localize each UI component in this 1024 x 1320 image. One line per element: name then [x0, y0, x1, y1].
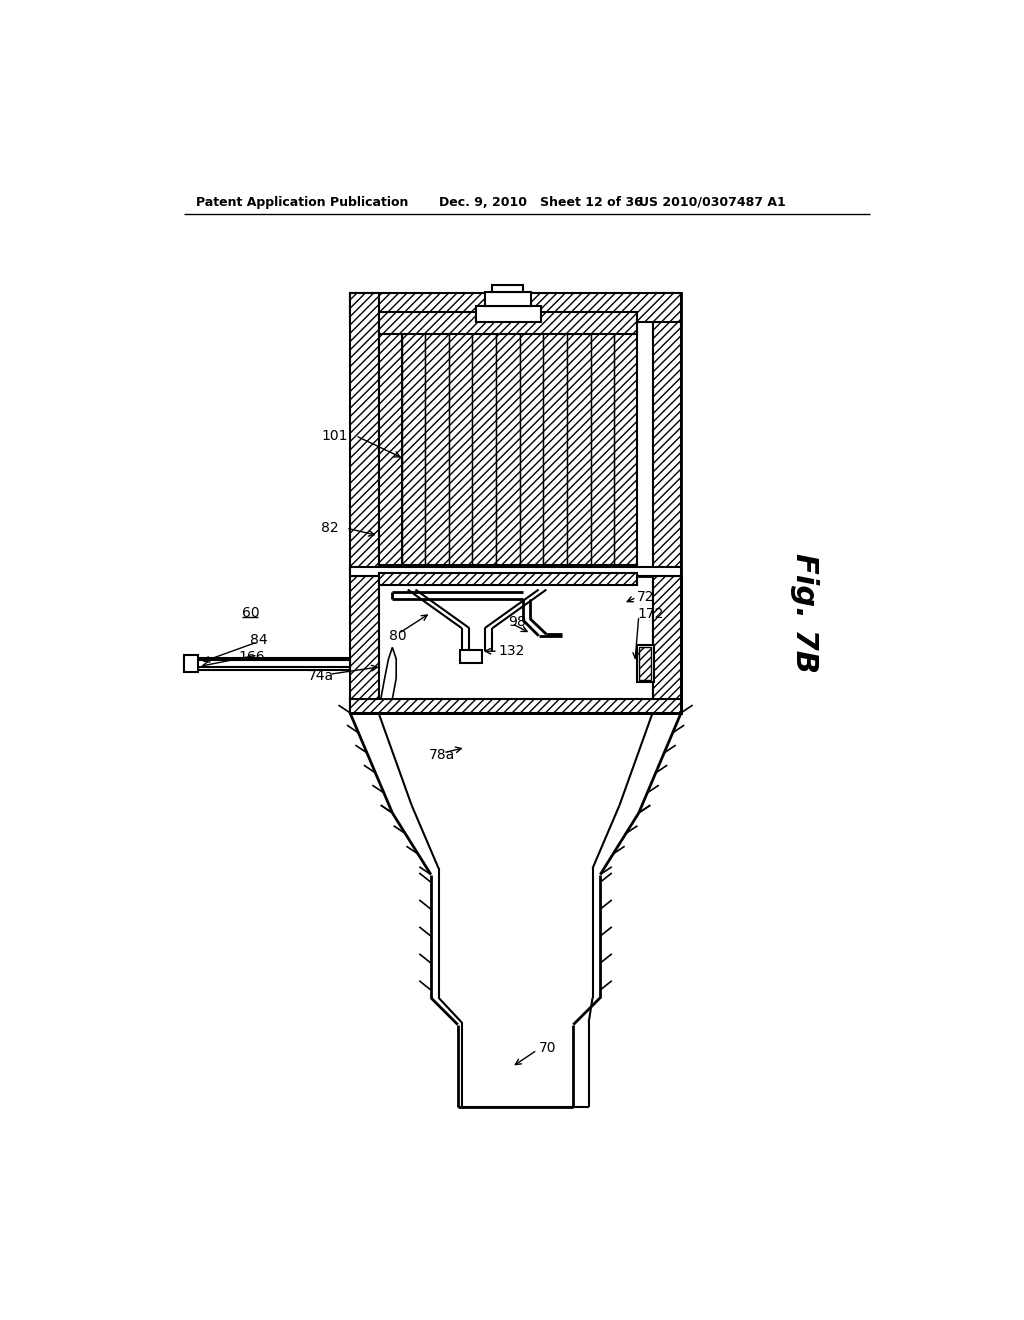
Bar [639, 647, 651, 680]
Bar [379, 573, 637, 585]
Bar [425, 334, 449, 570]
Text: Dec. 9, 2010   Sheet 12 of 36: Dec. 9, 2010 Sheet 12 of 36 [438, 195, 642, 209]
Bar [379, 565, 637, 574]
Bar [496, 334, 519, 570]
Bar [350, 293, 681, 713]
Text: 101: 101 [322, 429, 348, 442]
Text: 72: 72 [637, 590, 654, 605]
Text: Fig. 7B: Fig. 7B [790, 553, 819, 673]
Bar [350, 576, 379, 713]
Bar [519, 334, 544, 570]
Bar [493, 285, 523, 293]
Text: 166: 166 [239, 651, 265, 664]
Text: 84: 84 [250, 632, 267, 647]
Bar [379, 313, 637, 334]
Bar [472, 334, 496, 570]
Bar [350, 293, 379, 570]
Text: 78a: 78a [429, 748, 456, 762]
Bar [460, 651, 481, 663]
Text: 70: 70 [539, 1040, 556, 1055]
Bar [614, 322, 637, 570]
Text: 172: 172 [637, 607, 664, 622]
Polygon shape [381, 647, 396, 700]
Text: 132: 132 [499, 644, 525, 659]
Bar [591, 334, 614, 570]
Bar [379, 322, 401, 570]
Bar [637, 645, 654, 682]
Text: 74a: 74a [307, 669, 334, 682]
Bar [401, 334, 425, 570]
Bar [350, 700, 681, 713]
Bar [184, 659, 350, 671]
Text: 98: 98 [508, 615, 525, 628]
Bar [350, 576, 681, 713]
Text: 60: 60 [243, 606, 260, 619]
Bar [652, 293, 681, 713]
Text: 82: 82 [321, 521, 339, 535]
Bar [652, 576, 681, 713]
Bar [350, 293, 681, 322]
Bar [484, 293, 531, 306]
Bar [567, 334, 591, 570]
Text: Patent Application Publication: Patent Application Publication [196, 195, 409, 209]
Bar [544, 334, 567, 570]
Text: 80: 80 [388, 628, 407, 643]
Bar [350, 566, 681, 576]
Text: US 2010/0307487 A1: US 2010/0307487 A1 [639, 195, 785, 209]
Bar [475, 306, 541, 322]
Bar [449, 334, 472, 570]
Bar [184, 655, 199, 672]
